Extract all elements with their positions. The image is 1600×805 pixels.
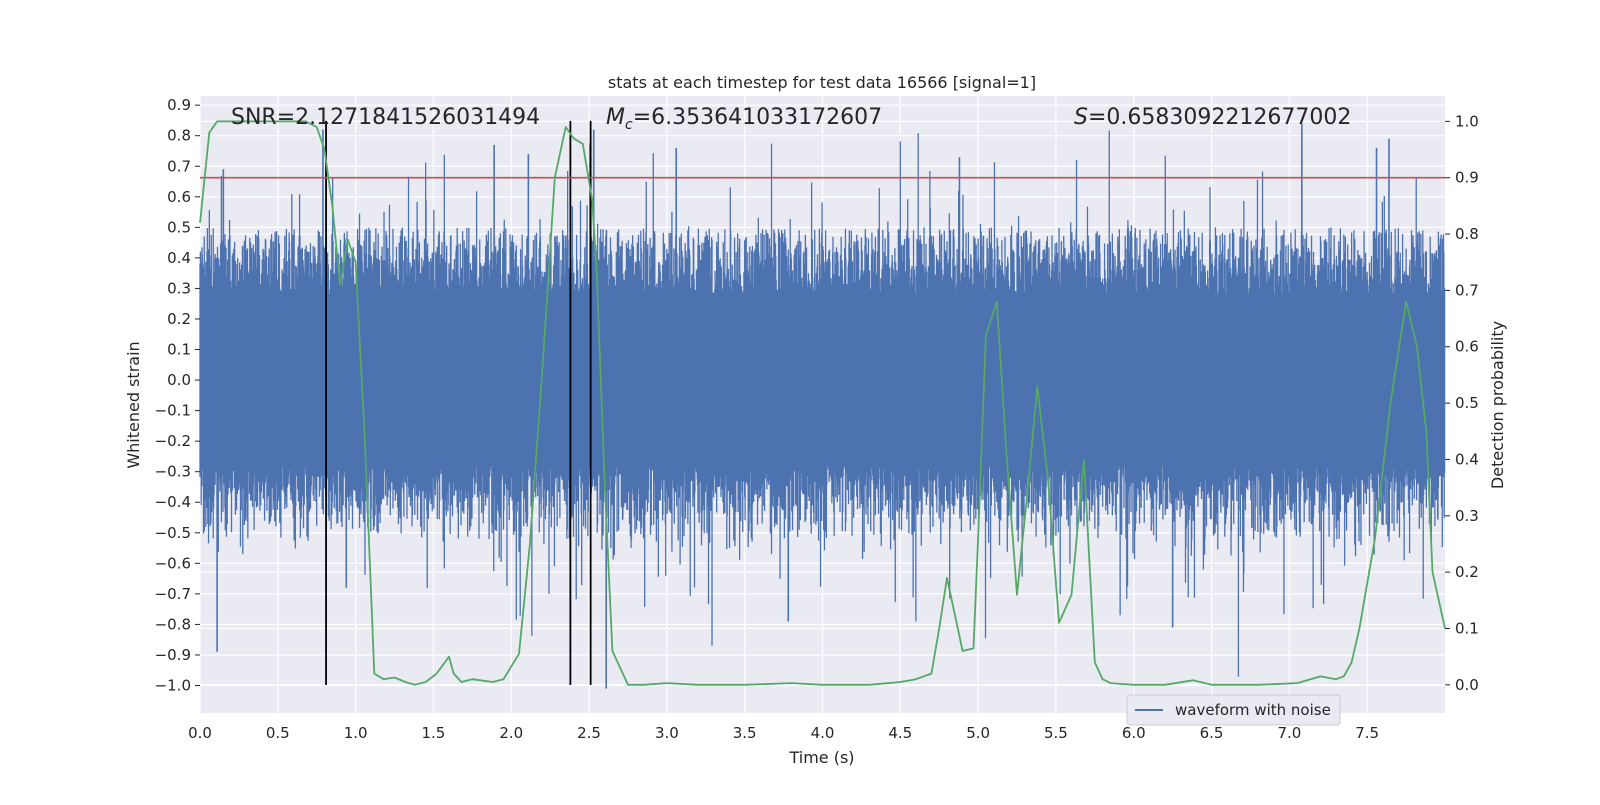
y2-tick-label: 0.8: [1455, 225, 1479, 243]
s-symbol: S: [1074, 105, 1088, 130]
x-tick-label: 7.5: [1355, 724, 1379, 742]
y2-tick-label: 0.1: [1455, 619, 1479, 637]
y-tick-label: −0.5: [155, 524, 191, 542]
y2-tick-label: 0.3: [1455, 507, 1479, 525]
x-tick-label: 2.0: [499, 724, 523, 742]
y-tick-label: −0.7: [155, 585, 191, 603]
y-tick-label: 0.0: [167, 371, 191, 389]
y-tick-label: 0.9: [167, 96, 191, 114]
y-tick-label: −1.0: [155, 677, 191, 695]
y-tick-label: 0.6: [167, 188, 191, 206]
x-tick-label: 5.5: [1044, 724, 1068, 742]
x-tick-label: 5.0: [966, 724, 990, 742]
y-tick-label: −0.3: [155, 463, 191, 481]
y-tick-label: 0.5: [167, 218, 191, 236]
y-tick-label: 0.8: [167, 127, 191, 145]
y-tick-label: 0.2: [167, 310, 191, 328]
y-tick-label: 0.3: [167, 279, 191, 297]
snr-annotation: SNR=2.1271841526031494: [231, 105, 540, 130]
y-axis-label-left: Whitened strain: [124, 341, 143, 468]
x-tick-label: 0.5: [266, 724, 290, 742]
y-tick-label: 0.7: [167, 157, 191, 175]
x-axis-label: Time (s): [788, 748, 854, 767]
y-tick-label: −0.8: [155, 615, 191, 633]
x-tick-label: 2.5: [577, 724, 601, 742]
y2-tick-label: 1.0: [1455, 112, 1479, 130]
x-tick-label: 7.0: [1277, 724, 1301, 742]
y2-tick-label: 0.6: [1455, 338, 1479, 356]
y-tick-label: −0.2: [155, 432, 191, 450]
x-tick-label: 6.0: [1122, 724, 1146, 742]
probability-series: [199, 120, 1446, 686]
tick-labels: 0.0 0.5 1.0 1.5 2.0 2.5 3.0 3.5 4.0 4.5 5.0 5.5 6.0 6…: [155, 96, 1479, 742]
x-tick-label: 3.5: [733, 724, 757, 742]
probability-line: [199, 120, 1446, 686]
y2-tick-label: 0.2: [1455, 563, 1479, 581]
y2-tick-label: 0.5: [1455, 394, 1479, 412]
y2-tick-label: 0.9: [1455, 169, 1479, 187]
s-value: =0.6583092212677002: [1088, 105, 1351, 130]
legend-box: [1126, 694, 1341, 726]
legend-label: waveform with noise: [1175, 701, 1331, 719]
x-tick-label: 6.5: [1200, 724, 1224, 742]
y2-tick-label: 0.0: [1455, 676, 1479, 694]
vertical-markers: [325, 120, 592, 685]
x-tick-label: 4.5: [888, 724, 912, 742]
x-tick-label: 1.0: [344, 724, 368, 742]
legend: waveform with noise: [1126, 694, 1341, 726]
mc-annotation: Mc=6.353641033172607: [606, 105, 882, 133]
y2-tick-label: 0.4: [1455, 450, 1479, 468]
x-tick-label: 4.0: [811, 724, 835, 742]
s-annotation: S=0.6583092212677002: [1074, 105, 1351, 130]
mc-subscript: c: [625, 117, 633, 133]
chart-title: stats at each timestep for test data 165…: [608, 73, 1036, 92]
y-tick-label: −0.9: [155, 646, 191, 664]
mc-symbol: M: [606, 105, 625, 130]
mc-value: =6.353641033172607: [633, 105, 882, 130]
y2-tick-label: 0.7: [1455, 281, 1479, 299]
y-tick-label: −0.6: [155, 554, 191, 572]
x-tick-label: 1.5: [422, 724, 446, 742]
y-axis-label-right: Detection probability: [1488, 321, 1507, 489]
x-tick-label: 0.0: [188, 724, 212, 742]
y-tick-label: −0.4: [155, 493, 191, 511]
y-tick-label: −0.1: [155, 402, 191, 420]
y-tick-label: 0.4: [167, 249, 191, 267]
y-tick-label: 0.1: [167, 341, 191, 359]
waveform-core: [200, 294, 1445, 466]
waveform-series: [199, 123, 1446, 689]
x-tick-label: 3.0: [655, 724, 679, 742]
